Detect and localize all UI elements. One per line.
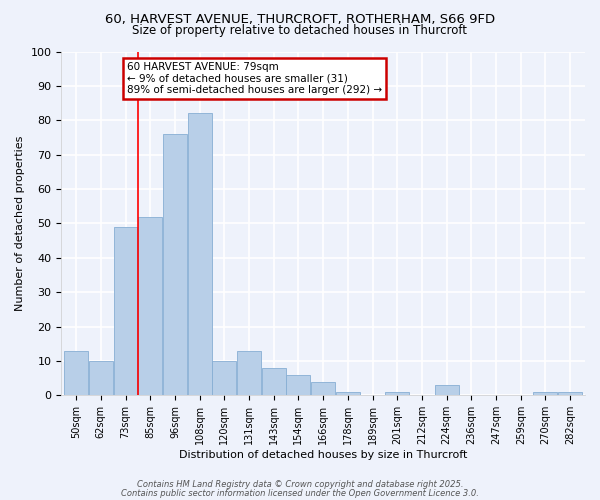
Bar xyxy=(434,385,458,396)
Bar xyxy=(558,392,582,396)
Bar xyxy=(163,134,187,396)
Bar xyxy=(212,361,236,396)
Text: 60, HARVEST AVENUE, THURCROFT, ROTHERHAM, S66 9FD: 60, HARVEST AVENUE, THURCROFT, ROTHERHAM… xyxy=(105,12,495,26)
Bar xyxy=(89,361,113,396)
Bar xyxy=(138,216,162,396)
Text: Contains HM Land Registry data © Crown copyright and database right 2025.: Contains HM Land Registry data © Crown c… xyxy=(137,480,463,489)
Bar xyxy=(336,392,360,396)
Text: Contains public sector information licensed under the Open Government Licence 3.: Contains public sector information licen… xyxy=(121,488,479,498)
Bar xyxy=(237,350,261,396)
Bar xyxy=(533,392,557,396)
Y-axis label: Number of detached properties: Number of detached properties xyxy=(15,136,25,311)
X-axis label: Distribution of detached houses by size in Thurcroft: Distribution of detached houses by size … xyxy=(179,450,467,460)
Bar xyxy=(113,227,137,396)
Bar xyxy=(188,114,212,396)
Bar xyxy=(385,392,409,396)
Bar xyxy=(262,368,286,396)
Text: Size of property relative to detached houses in Thurcroft: Size of property relative to detached ho… xyxy=(133,24,467,37)
Bar xyxy=(286,374,310,396)
Bar xyxy=(64,350,88,396)
Bar xyxy=(311,382,335,396)
Text: 60 HARVEST AVENUE: 79sqm
← 9% of detached houses are smaller (31)
89% of semi-de: 60 HARVEST AVENUE: 79sqm ← 9% of detache… xyxy=(127,62,382,95)
